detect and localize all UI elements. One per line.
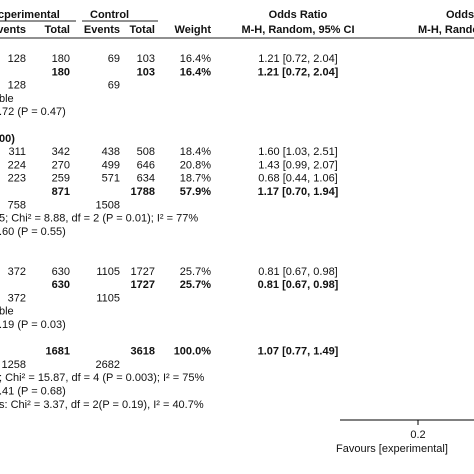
exp-events: 223 xyxy=(8,173,26,185)
exp-events: 372 xyxy=(8,292,26,304)
ctl-events: 438 xyxy=(102,146,120,158)
exp-events: 372 xyxy=(8,266,26,278)
exp-events: 311 xyxy=(8,146,26,158)
exp-events: 1258 xyxy=(2,359,26,371)
weight: 20.8% xyxy=(180,159,211,171)
heterogeneity-note: s: Chi² = 3.37, df = 2(P = 0.19), I² = 4… xyxy=(0,399,204,411)
weight: 16.4% xyxy=(180,66,211,78)
header-odds-ratio-right: Odds xyxy=(446,9,474,21)
header-method-right: M-H, Random xyxy=(418,24,474,36)
total-row: 1681 3618 100.0% 1.07 [0.77, 1.49] xyxy=(46,346,339,358)
ctl-events: 571 xyxy=(102,173,120,185)
total-events-row: 758 1508 xyxy=(8,199,120,211)
ctl-events: 2682 xyxy=(96,359,120,371)
x-axis: 0.20.5Favours [experimental] xyxy=(336,419,474,455)
odds-ratio-ci: 1.07 [0.77, 1.49] xyxy=(258,346,339,358)
exp-total: 1681 xyxy=(46,346,70,358)
exp-total: 180 xyxy=(52,66,70,78)
subtotal-row: 180 103 16.4% 1.21 [0.72, 2.04] xyxy=(52,66,339,78)
ctl-events: 69 xyxy=(108,53,120,65)
exp-total: 270 xyxy=(52,159,70,171)
ctl-events: 1105 xyxy=(96,292,120,304)
study-row: 311 342 438 508 18.4% 1.60 [1.03, 2.51] xyxy=(8,146,337,158)
odds-ratio-ci: 1.43 [0.99, 2.07] xyxy=(258,159,338,171)
exp-total: 630 xyxy=(52,279,70,291)
header-odds-ratio: Odds Ratio xyxy=(269,9,328,21)
ctl-total: 1788 xyxy=(131,186,155,198)
study-row: 372 630 1105 1727 25.7% 0.81 [0.67, 0.98] xyxy=(8,266,338,278)
subtotal-row: 871 1788 57.9% 1.17 [0.70, 1.94] xyxy=(52,186,339,198)
header-method: M-H, Random, 95% CI xyxy=(241,24,354,36)
header-total-exp: Total xyxy=(45,24,70,36)
weight: 100.0% xyxy=(174,346,212,358)
exp-events: 128 xyxy=(8,53,26,65)
exp-events: 758 xyxy=(8,199,26,211)
total-events-row: 128 69 xyxy=(8,80,120,92)
odds-ratio-ci: 0.81 [0.67, 0.98] xyxy=(258,279,339,291)
header-total-ctl: Total xyxy=(130,24,155,36)
heterogeneity-note: .60 (P = 0.55) xyxy=(0,226,66,238)
odds-ratio-ci: 1.17 [0.70, 1.94] xyxy=(258,186,339,198)
weight: 25.7% xyxy=(180,279,211,291)
exp-total: 259 xyxy=(52,173,70,185)
ctl-events: 69 xyxy=(108,80,120,92)
ctl-total: 508 xyxy=(137,146,155,158)
exp-total: 871 xyxy=(52,186,70,198)
rows: 128 180 69 103 16.4% 1.21 [0.72, 2.04]180 103 1… xyxy=(0,53,339,411)
header-control: Control xyxy=(90,9,129,21)
ctl-events: 1508 xyxy=(96,199,120,211)
heterogeneity-note: 00) xyxy=(0,133,15,145)
exp-total: 180 xyxy=(52,53,70,65)
heterogeneity-note: ; Chi² = 15.87, df = 4 (P = 0.003); I² =… xyxy=(0,372,204,384)
ctl-total: 646 xyxy=(137,159,155,171)
heterogeneity-note: 5; Chi² = 8.88, df = 2 (P = 0.01); I² = … xyxy=(0,213,198,225)
ctl-total: 1727 xyxy=(131,266,155,278)
exp-events: 224 xyxy=(8,159,26,171)
exp-total: 342 xyxy=(52,146,70,158)
weight: 25.7% xyxy=(180,266,211,278)
ctl-events: 499 xyxy=(102,159,120,171)
ctl-total: 103 xyxy=(137,66,155,78)
odds-ratio-ci: 0.68 [0.44, 1.06] xyxy=(258,173,338,185)
header-events-ctl: Events xyxy=(84,24,120,36)
heterogeneity-note: ble xyxy=(0,93,14,105)
total-events-row: 1258 2682 xyxy=(2,359,120,371)
weight: 18.4% xyxy=(180,146,211,158)
ctl-events: 1105 xyxy=(96,266,120,278)
ctl-total: 1727 xyxy=(131,279,155,291)
header: cperimental Control Odds Ratio Odds Even… xyxy=(0,9,474,39)
total-events-row: 372 1105 xyxy=(8,292,120,304)
favours-left-label: Favours [experimental] xyxy=(336,443,448,455)
ctl-total: 103 xyxy=(137,53,155,65)
odds-ratio-ci: 0.81 [0.67, 0.98] xyxy=(258,266,338,278)
study-row: 128 180 69 103 16.4% 1.21 [0.72, 2.04] xyxy=(8,53,338,65)
exp-total: 630 xyxy=(52,266,70,278)
heterogeneity-note: .72 (P = 0.47) xyxy=(0,106,66,118)
exp-events: 128 xyxy=(8,80,26,92)
heterogeneity-note: ble xyxy=(0,306,14,318)
heterogeneity-note: .19 (P = 0.03) xyxy=(0,319,66,331)
subtotal-row: 630 1727 25.7% 0.81 [0.67, 0.98] xyxy=(52,279,339,291)
ctl-total: 3618 xyxy=(131,346,155,358)
weight: 57.9% xyxy=(180,186,211,198)
odds-ratio-ci: 1.21 [0.72, 2.04] xyxy=(258,66,339,78)
study-row: 224 270 499 646 20.8% 1.43 [0.99, 2.07] xyxy=(8,159,338,171)
header-experimental: cperimental xyxy=(0,9,60,21)
heterogeneity-note: .41 (P = 0.68) xyxy=(0,386,66,398)
study-row: 223 259 571 634 18.7% 0.68 [0.44, 1.06] xyxy=(8,173,338,185)
odds-ratio-ci: 1.60 [1.03, 2.51] xyxy=(258,146,338,158)
header-weight: Weight xyxy=(175,24,212,36)
odds-ratio-ci: 1.21 [0.72, 2.04] xyxy=(258,53,338,65)
ctl-total: 634 xyxy=(137,173,155,185)
x-tick-label: 0.2 xyxy=(410,429,425,441)
weight: 18.7% xyxy=(180,173,211,185)
header-events-exp: Events xyxy=(0,24,26,36)
weight: 16.4% xyxy=(180,53,211,65)
